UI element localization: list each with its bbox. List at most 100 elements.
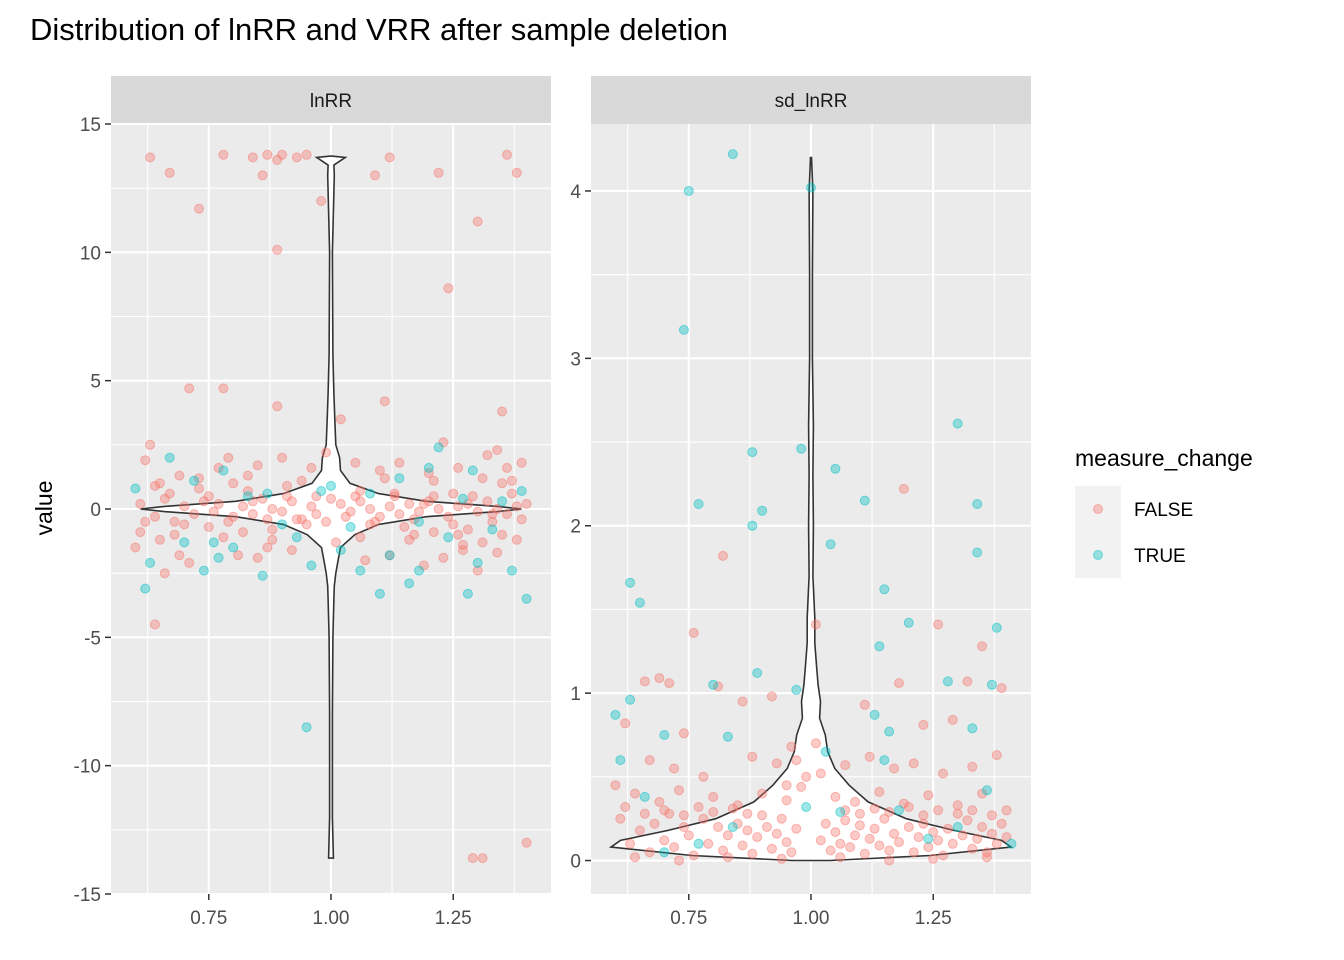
data-point-false xyxy=(506,488,517,499)
data-point-false xyxy=(933,835,944,846)
y-tick-label: 15 xyxy=(80,115,101,136)
y-tick-label: 5 xyxy=(90,372,101,393)
data-point-false xyxy=(742,808,753,819)
data-point-false xyxy=(223,516,234,527)
data-point-false xyxy=(996,818,1007,829)
data-point-false xyxy=(370,516,380,527)
data-point-true xyxy=(1006,838,1017,849)
data-point-true xyxy=(722,731,733,742)
data-point-true xyxy=(443,532,454,543)
data-point-false xyxy=(678,728,689,739)
data-point-true xyxy=(610,709,621,720)
data-point-false xyxy=(747,751,758,762)
data-point-false xyxy=(869,823,880,834)
data-point-true xyxy=(986,679,997,690)
data-point-false xyxy=(453,501,464,512)
data-point-false xyxy=(977,822,988,832)
data-point-false xyxy=(967,805,978,816)
data-point-false xyxy=(923,790,934,801)
y-tick-label: 0 xyxy=(90,500,101,521)
data-point-false xyxy=(179,501,190,512)
data-point-false xyxy=(972,833,983,844)
data-point-false xyxy=(835,838,846,849)
data-point-false xyxy=(135,527,146,538)
data-point-false xyxy=(458,539,468,550)
data-point-true xyxy=(678,324,689,335)
data-point-false xyxy=(492,504,503,514)
data-point-false xyxy=(977,788,988,799)
data-point-false xyxy=(713,822,724,832)
data-point-false xyxy=(810,738,821,749)
data-point-false xyxy=(869,803,880,814)
data-point-false xyxy=(654,673,665,684)
data-point-false xyxy=(610,780,621,791)
data-point-true xyxy=(521,593,532,604)
data-point-false xyxy=(762,822,772,832)
facet-strip-label: sd_lnRR xyxy=(775,91,848,112)
data-point-false xyxy=(326,493,336,504)
data-point-false xyxy=(630,788,640,799)
data-point-false xyxy=(864,833,875,844)
data-point-true xyxy=(747,447,758,458)
data-point-false xyxy=(718,550,728,561)
data-point-true xyxy=(365,488,376,499)
data-point-false xyxy=(223,452,234,463)
data-point-true xyxy=(942,676,953,687)
data-point-true xyxy=(213,552,224,563)
data-point-false xyxy=(423,468,434,479)
data-point-false xyxy=(742,825,753,836)
data-point-false xyxy=(967,843,978,854)
data-point-true xyxy=(384,550,395,561)
data-point-true xyxy=(884,726,895,737)
facet-panel-sd_lnRR: sd_lnRR 0 1 2 3 4 0.75 1.00 1.25 xyxy=(570,76,1031,929)
data-point-false xyxy=(286,545,297,556)
data-point-true xyxy=(991,622,1002,633)
y-tick-label: 10 xyxy=(80,243,101,264)
data-point-true xyxy=(140,583,151,594)
data-point-false xyxy=(291,152,302,163)
data-point-false xyxy=(247,509,258,520)
data-point-false xyxy=(884,855,895,866)
data-point-false xyxy=(942,823,953,834)
data-point-false xyxy=(438,552,449,563)
data-point-false xyxy=(918,810,929,821)
data-point-false xyxy=(272,244,283,255)
data-point-false xyxy=(511,534,522,545)
data-point-true xyxy=(835,807,846,817)
data-point-false xyxy=(737,696,748,707)
data-point-true xyxy=(414,516,424,527)
y-tick-label: 1 xyxy=(570,684,581,705)
data-point-false xyxy=(482,496,493,507)
data-point-false xyxy=(335,498,346,509)
data-point-false xyxy=(815,835,826,846)
data-point-false xyxy=(644,847,655,858)
data-point-false xyxy=(404,498,415,509)
data-point-true xyxy=(164,452,175,463)
data-point-false xyxy=(472,216,483,227)
data-point-false xyxy=(634,825,645,836)
data-point-false xyxy=(365,504,376,514)
data-point-false xyxy=(228,478,239,489)
data-point-false xyxy=(213,498,224,509)
legend-label-false: FALSE xyxy=(1134,500,1193,521)
data-point-false xyxy=(962,676,973,687)
data-point-false xyxy=(903,822,914,832)
facet-strip xyxy=(111,76,551,124)
data-point-true xyxy=(982,785,992,796)
data-point-false xyxy=(757,788,768,799)
data-point-false xyxy=(982,852,992,863)
data-point-false xyxy=(933,619,944,630)
data-point-false xyxy=(394,457,405,468)
data-point-false xyxy=(840,760,851,771)
data-point-false xyxy=(898,483,909,494)
data-point-false xyxy=(477,537,488,548)
data-point-true xyxy=(693,838,704,849)
data-point-false xyxy=(145,152,156,163)
data-point-false xyxy=(502,509,512,520)
data-point-true xyxy=(879,755,890,766)
data-point-true xyxy=(433,442,444,453)
legend-key-true xyxy=(1075,532,1121,578)
data-point-false xyxy=(678,810,689,821)
y-tick-label: 4 xyxy=(570,182,581,203)
data-point-false xyxy=(884,845,895,856)
